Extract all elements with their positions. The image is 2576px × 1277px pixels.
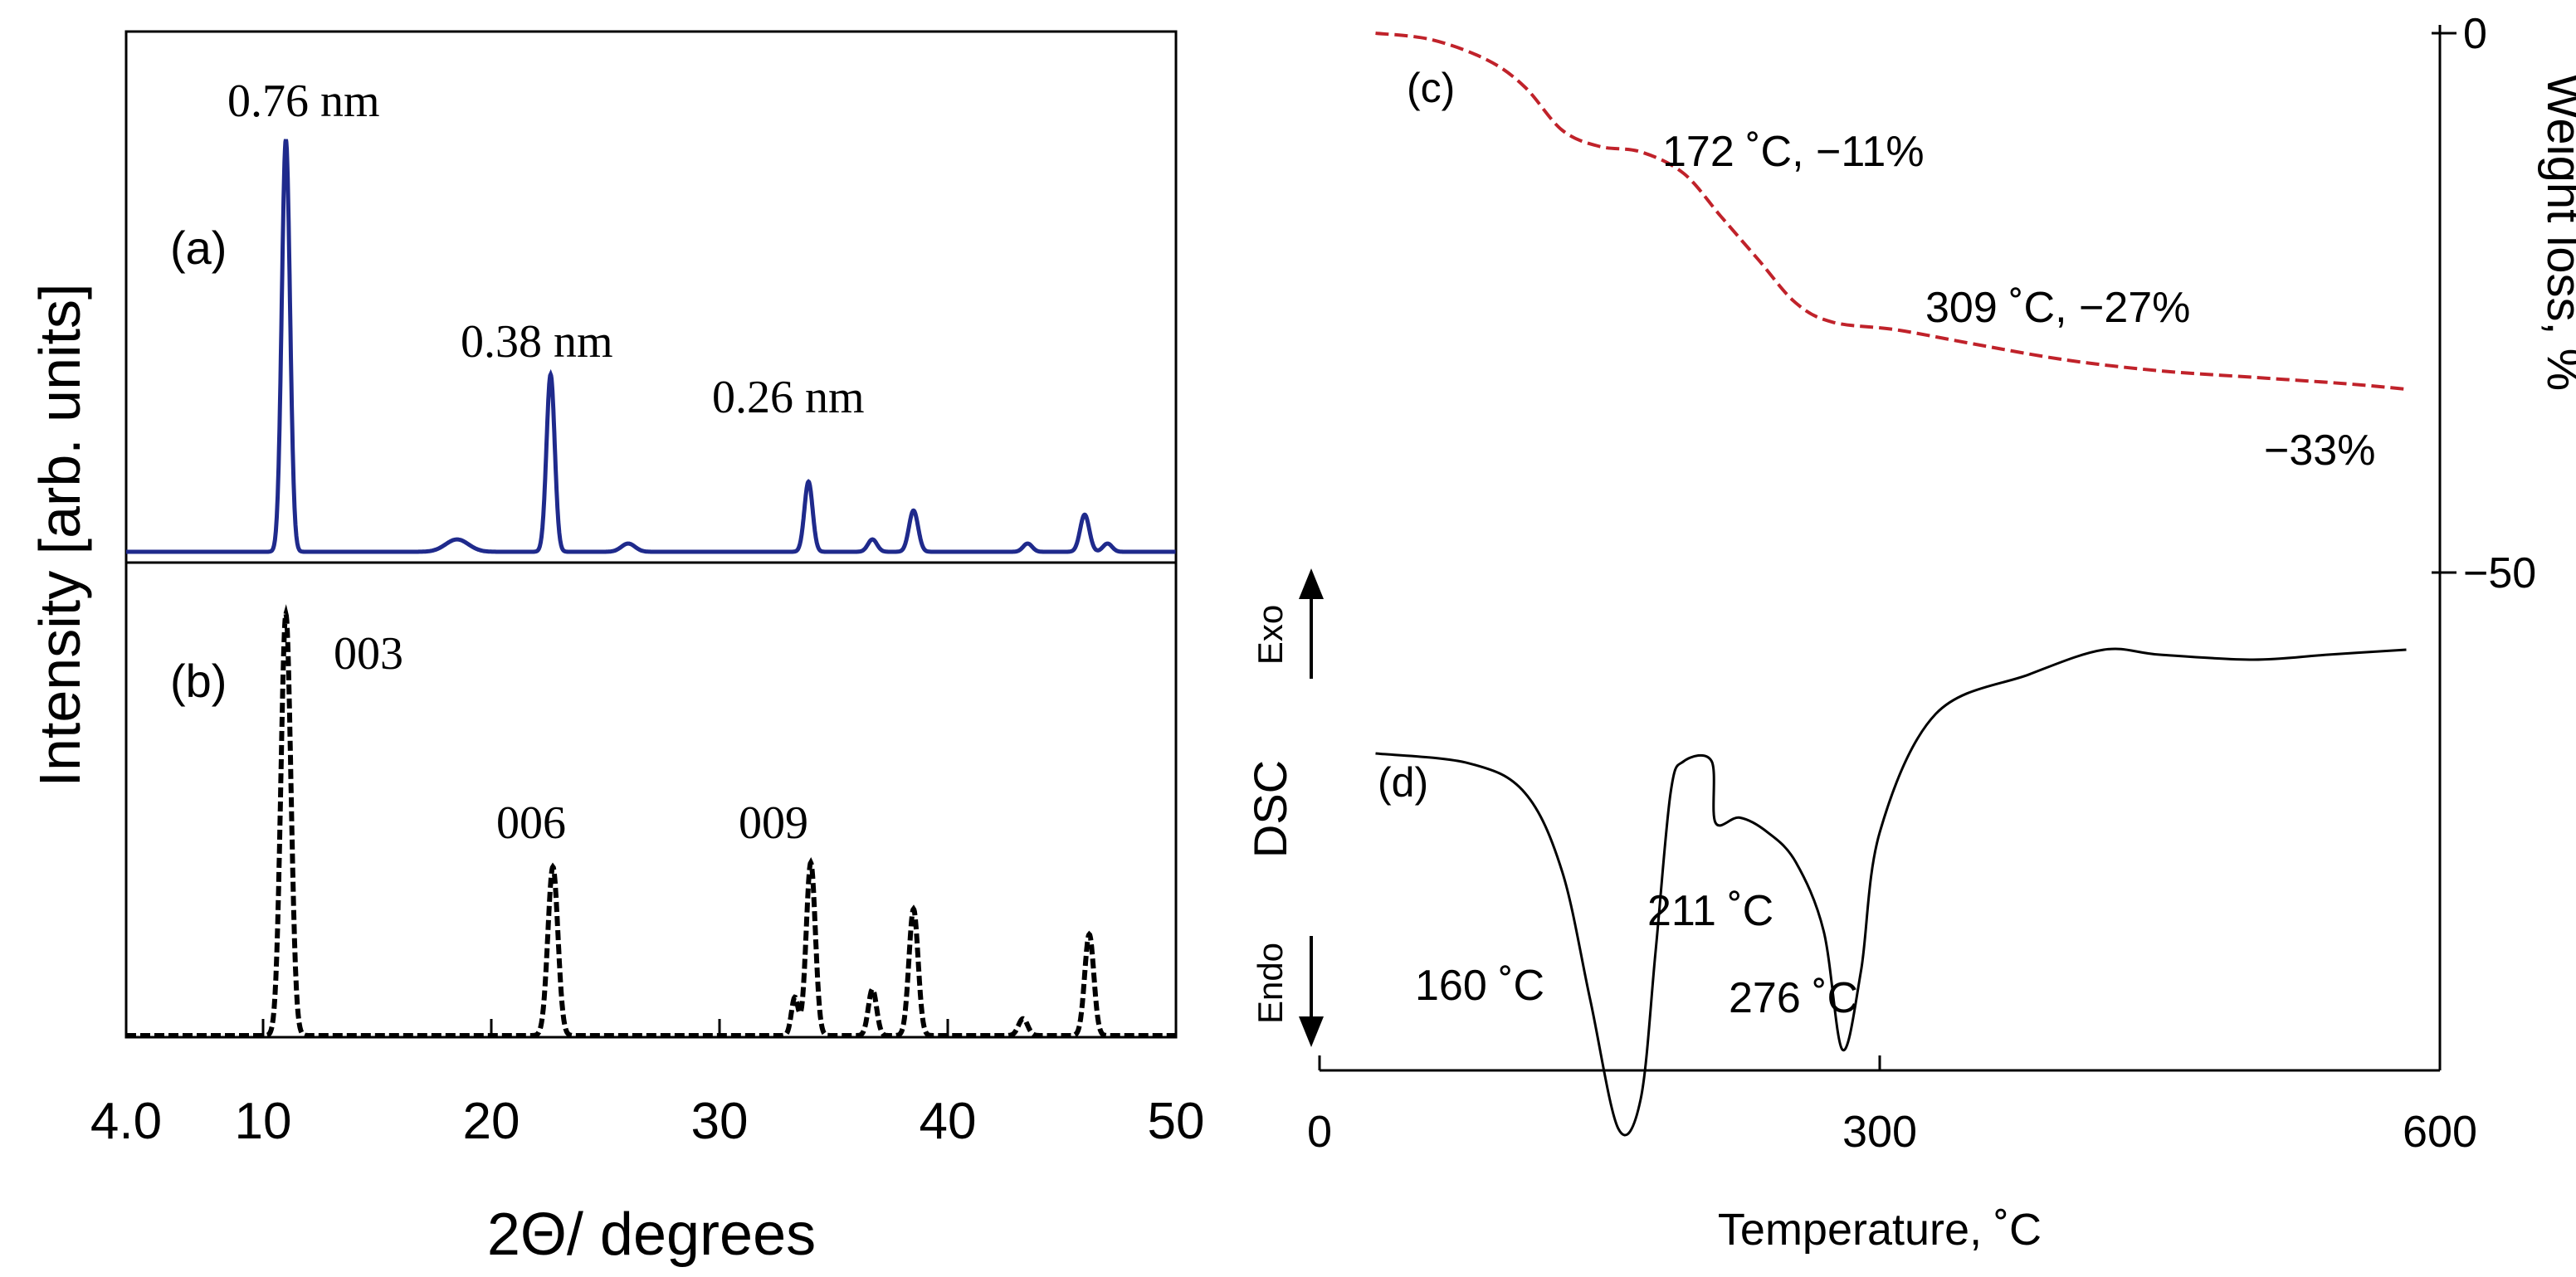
xrd-x-tick-label: 20 [463, 1093, 520, 1150]
xrd-x-tick-label: 10 [235, 1093, 292, 1150]
thermal-x-tick-label: 300 [1842, 1107, 1917, 1157]
xrd-series-a-line [126, 139, 1176, 554]
dsc-annotation-2: 276 ˚C [1729, 974, 1858, 1022]
tga-series-label: (c) [1407, 65, 1455, 111]
xrd-x-ticks: 4.0 10 20 30 40 50 [90, 1019, 1205, 1150]
tga-annotation-1: 309 ˚C, −27% [1925, 284, 2190, 332]
tga-annotation-0: 172 ˚C, −11% [1662, 128, 1925, 176]
xrd-panel: (a) (b) 0.76 nm 0.38 nm 0.26 nm 003 006 … [27, 30, 1205, 1268]
thermal-x-tick-label: 0 [1307, 1107, 1332, 1157]
weight-axis-ticks: 0 −50 [2432, 10, 2536, 597]
xrd-x-tick-label: 4.0 [90, 1093, 162, 1150]
xrd-series-b-line [126, 604, 1176, 1038]
xrd-series-b-label: (b) [170, 655, 227, 707]
xrd-series-a-label: (a) [170, 222, 227, 274]
thermal-x-tick-label: 600 [2403, 1107, 2477, 1157]
xrd-peak-label-b-1: 006 [496, 797, 566, 849]
weight-axis-label: Weight loss, % [2537, 74, 2576, 392]
dsc-series-label: (d) [1378, 759, 1428, 806]
exo-label: Exo [1251, 605, 1290, 665]
dsc-axis-label: DSC [1244, 760, 1296, 858]
xrd-x-tick-label: 30 [691, 1093, 749, 1150]
thermal-panel: (c) (d) 172 ˚C, −11% 309 ˚C, −27% −33% 1… [1244, 10, 2576, 1255]
xrd-peak-label-b-2: 009 [739, 797, 808, 849]
thermal-x-axis-label: Temperature, ˚C [1718, 1205, 2042, 1255]
xrd-y-axis-label: Intensity [arb. units] [27, 284, 92, 787]
tga-annotation-2: −33% [2264, 426, 2375, 475]
xrd-peak-label-a-2: 0.26 nm [712, 372, 865, 423]
exo-arrow [1299, 568, 1324, 679]
thermal-x-ticks: 0 300 600 [1307, 1055, 2477, 1157]
xrd-peak-label-a-0: 0.76 nm [227, 76, 380, 127]
xrd-x-tick-label: 40 [920, 1093, 977, 1150]
xrd-x-axis-label: 2Θ/ degrees [487, 1201, 816, 1268]
dsc-annotation-1: 211 ˚C [1647, 887, 1773, 935]
weight-axis-tick-label: 0 [2463, 10, 2487, 58]
dsc-annotation-0: 160 ˚C [1415, 962, 1544, 1010]
endo-arrow [1299, 936, 1324, 1047]
xrd-peak-label-a-1: 0.38 nm [461, 316, 613, 368]
endo-label: Endo [1251, 943, 1290, 1024]
tga-series-line [1375, 32, 2407, 391]
dsc-series-line [1375, 647, 2407, 1137]
weight-axis-tick-label: −50 [2463, 549, 2536, 597]
xrd-peak-label-b-0: 003 [334, 628, 403, 680]
xrd-x-tick-label: 50 [1148, 1093, 1205, 1150]
